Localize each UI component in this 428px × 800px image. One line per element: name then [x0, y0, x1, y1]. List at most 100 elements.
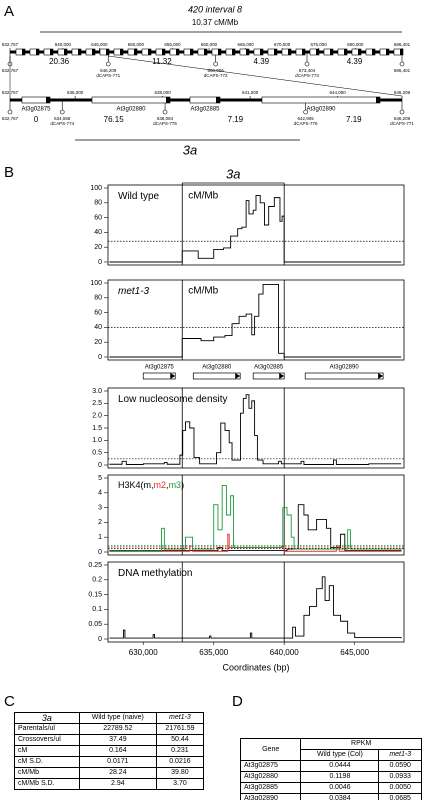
y-tick-label: 80 — [94, 200, 102, 207]
marker-position: 686,401 — [394, 68, 411, 73]
interval-value: 4.39 — [347, 57, 363, 66]
marker-position: 646,209 — [100, 68, 117, 73]
x-tick-label: 630,000 — [129, 648, 158, 657]
marker-name: dCAPS-775 — [153, 121, 177, 126]
coord-label: 644,000 — [329, 90, 346, 95]
gene-end — [190, 49, 193, 55]
marker — [7, 109, 13, 115]
table-cell: 39.80 — [155, 767, 205, 779]
gene-end — [204, 49, 207, 55]
gene-end — [176, 49, 179, 55]
chart-title: Wild type — [118, 191, 160, 202]
y-tick-label: 5 — [98, 475, 102, 482]
table-cell: Wild type (naive) — [78, 712, 157, 724]
data-line — [109, 504, 402, 551]
plot-frame — [107, 561, 405, 643]
title-part: , — [151, 480, 154, 490]
table-cell: At3g02885 — [239, 782, 302, 794]
y-tick-label: 0 — [98, 549, 102, 556]
gene-end — [316, 49, 319, 55]
gene-end — [92, 49, 95, 55]
gene-end — [302, 49, 305, 55]
table-cell: 28.24 — [78, 767, 157, 779]
marker — [399, 109, 405, 115]
gene-box — [21, 96, 51, 104]
gene-end — [288, 49, 291, 55]
y-tick-label: 2 — [98, 519, 102, 526]
gene-end — [50, 49, 53, 55]
y-tick-label: 60 — [94, 214, 102, 221]
table-cell: 3.70 — [155, 778, 205, 790]
coord-label: 638,000 — [154, 90, 171, 95]
interval-value: 11.32 — [152, 57, 172, 66]
gene-arrow — [235, 373, 241, 379]
gene-box — [304, 372, 384, 380]
gene-end — [148, 49, 151, 55]
plot-frame — [107, 279, 405, 361]
table-row: 3a Wild type (naive) met1-3 — [14, 712, 205, 724]
x-tick-label: 640,000 — [270, 648, 299, 657]
gene-end — [386, 49, 389, 55]
coord-label: 640,000 — [55, 42, 72, 47]
y-tick-label: 3.0 — [92, 388, 102, 395]
gene-name: At3g02880 — [202, 365, 232, 371]
title-part: ( — [141, 480, 144, 490]
table-row: Crossovers/ul 37.49 50.44 — [14, 734, 205, 746]
gene-end — [232, 49, 235, 55]
interval-title: 420 interval 8 — [188, 4, 242, 14]
table-cell: 0.1198 — [300, 771, 380, 783]
table-cell: 21761.59 — [155, 723, 205, 735]
y-tick-label: 2.0 — [92, 413, 102, 420]
coord-label: 680,000 — [347, 42, 364, 47]
coord-label: 645,000 — [91, 42, 108, 47]
marker — [399, 61, 405, 67]
title-part: ) — [181, 480, 184, 490]
coord-label: 635,000 — [67, 90, 84, 95]
data-line — [109, 284, 402, 358]
table-cell: cM/Mb — [14, 767, 80, 779]
table-cell: 0.0444 — [300, 760, 380, 772]
panel-label: D — [232, 693, 243, 710]
table-row: At3g02885 0.0046 0.0050 — [239, 782, 422, 794]
gene-end — [372, 49, 375, 55]
y-tick-label: 0.2 — [92, 577, 102, 584]
y-tick-label: 1.0 — [92, 437, 102, 444]
y-tick-label: 0.1 — [92, 606, 102, 613]
y-tick-label: 100 — [90, 280, 102, 287]
table-cell: At3g02880 — [239, 771, 302, 783]
panel-label: C — [4, 693, 15, 710]
title-part: H3K4 — [118, 480, 141, 490]
table-cell: Wild type (Col) — [300, 749, 380, 761]
table-cell: 0.0384 — [300, 793, 380, 800]
chart-title: met1-3 — [118, 286, 150, 297]
chart-annotation: cM/Mb — [188, 191, 218, 202]
interval-value: 0 — [34, 115, 39, 124]
table-row: cM/Mb 28.24 39.80 — [14, 767, 205, 779]
title-part: , — [166, 480, 169, 490]
gene-end — [22, 49, 25, 55]
gene-end — [166, 97, 170, 103]
region-label: 3a — [183, 142, 197, 157]
gene-name: At3g02885 — [190, 107, 220, 113]
table-cell: cM/Mb S.D. — [14, 778, 80, 790]
gene-arrow — [170, 373, 176, 379]
table-cell: 3a — [14, 712, 80, 724]
table-row: cM/Mb S.D. 2.94 3.70 — [14, 778, 205, 790]
data-line — [109, 394, 402, 465]
x-tick-label: 635,000 — [199, 648, 228, 657]
marker-position: 634,558 — [54, 116, 71, 121]
gene-name: At3g02880 — [116, 107, 146, 113]
table-c: 3a Wild type (naive) met1-3 Parentals/ul 227… — [14, 712, 205, 790]
marker-position: 642,905 — [298, 116, 315, 121]
title-part: m3 — [169, 480, 182, 490]
y-tick-label: 40 — [94, 229, 102, 236]
gene-name: At3g02875 — [145, 365, 175, 371]
gene-end — [36, 49, 39, 55]
marker-name: dCAPS-771 — [390, 121, 414, 126]
table-cell: 0.0050 — [378, 782, 422, 794]
coord-label: 675,000 — [311, 42, 328, 47]
y-tick-label: 80 — [94, 295, 102, 302]
marker — [162, 109, 168, 115]
gene-end — [120, 49, 123, 55]
